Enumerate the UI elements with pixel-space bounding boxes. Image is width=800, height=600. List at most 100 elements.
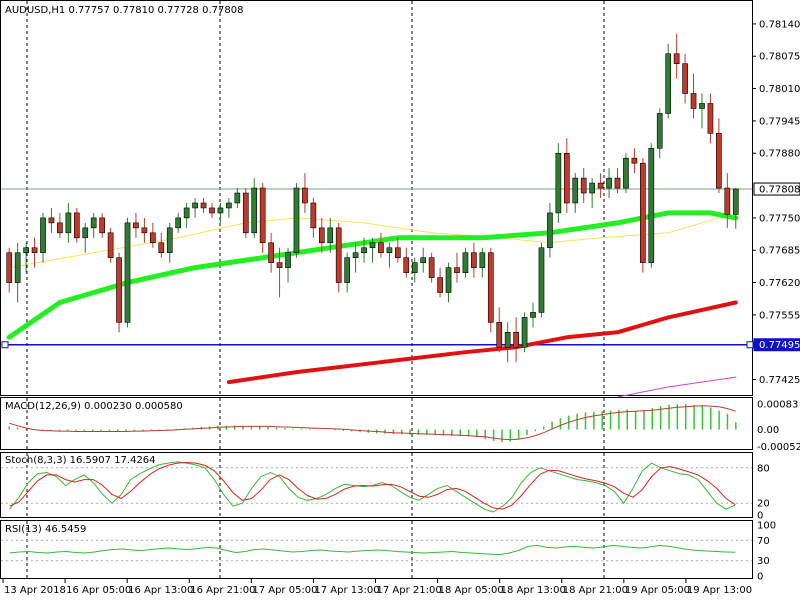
candle-body <box>73 212 80 239</box>
candle <box>310 198 317 238</box>
candle <box>580 168 587 203</box>
candle-body <box>606 177 612 189</box>
candle <box>285 247 291 283</box>
macd-layer <box>8 404 737 443</box>
candle <box>437 267 443 298</box>
candle-body <box>116 257 122 323</box>
candle-body <box>242 192 249 234</box>
rsi-title: RSI(13) 46.5459 <box>5 524 86 535</box>
candle <box>699 93 705 129</box>
candle-body <box>597 182 604 189</box>
candle-body <box>40 217 46 254</box>
candle-body <box>327 227 334 244</box>
candle <box>90 212 97 238</box>
candle <box>48 207 55 233</box>
rsi-layer <box>1 539 752 562</box>
candle-body <box>226 202 232 209</box>
candle <box>65 202 72 243</box>
candle <box>530 302 536 328</box>
price-pane <box>0 0 753 396</box>
candle-body <box>310 202 317 229</box>
candle-body <box>293 187 300 254</box>
candle-body <box>82 227 89 239</box>
price-tick-label: 0.77945 <box>759 116 800 127</box>
moving-average-fast <box>8 217 737 269</box>
candle-body <box>462 252 469 273</box>
candle-body <box>530 312 536 318</box>
candle <box>682 53 688 104</box>
candle <box>335 222 342 293</box>
macd-tick-label: 0.00083 <box>757 400 798 411</box>
support-line-handle-left[interactable] <box>1 341 9 349</box>
candle <box>293 183 300 258</box>
candle-body <box>656 113 663 149</box>
candle-body <box>589 182 595 194</box>
candle <box>589 178 595 208</box>
candle-body <box>445 267 452 293</box>
candle <box>327 217 334 253</box>
candle-body <box>361 247 367 254</box>
candle <box>673 33 680 79</box>
candle-body <box>158 242 165 254</box>
candle <box>724 173 731 228</box>
support-label-box <box>753 338 800 352</box>
time-tick-label: 16 Apr 05:00 <box>66 585 131 596</box>
candle-body <box>623 157 629 189</box>
candle-body <box>479 252 486 268</box>
candle-body <box>48 217 55 224</box>
price-tick-label: 0.78010 <box>759 84 800 95</box>
candle-body <box>217 207 224 214</box>
price-tick-label: 0.77425 <box>759 375 800 386</box>
candle <box>521 312 528 353</box>
time-tick-label: 19 Apr 05:00 <box>625 585 690 596</box>
candle-body <box>251 187 258 234</box>
candle-body <box>344 257 350 283</box>
candle-body <box>395 247 401 258</box>
candle <box>707 93 714 144</box>
stoch-signal-line <box>9 461 736 510</box>
candle <box>623 153 629 194</box>
price-pane-title: AUDUSD,H1 0.77757 0.77810 0.77728 0.7780… <box>5 5 243 16</box>
time-tick-label: 18 Apr 21:00 <box>563 585 628 596</box>
candle <box>209 202 215 218</box>
candle <box>513 317 519 363</box>
candle-body <box>563 152 570 204</box>
candle-body <box>521 317 528 348</box>
candle-body <box>6 252 13 283</box>
candle-body <box>259 187 266 244</box>
candle <box>538 242 545 318</box>
candle-body <box>234 192 241 204</box>
candle <box>99 212 105 238</box>
price-tick-label: 0.77750 <box>759 213 800 224</box>
candle <box>192 198 198 218</box>
candle <box>226 198 232 218</box>
macd-signal-line <box>9 405 736 441</box>
candle <box>454 252 460 283</box>
stoch-tick-label: 80 <box>757 463 770 474</box>
candle <box>361 237 367 263</box>
candle <box>640 158 646 273</box>
stoch-layer <box>1 461 752 513</box>
candle <box>563 138 570 213</box>
candle <box>716 118 722 194</box>
candle <box>479 247 486 278</box>
candle-body <box>318 227 325 244</box>
candle <box>378 232 384 258</box>
candle <box>141 217 148 243</box>
support-line-handle-right[interactable] <box>746 341 754 349</box>
candle <box>158 232 165 258</box>
moving-average-long <box>617 376 737 398</box>
candle <box>166 222 173 263</box>
candle-body <box>707 103 714 134</box>
time-tick-label: 17 Apr 05:00 <box>252 585 317 596</box>
candle <box>555 143 562 223</box>
candle <box>31 237 38 268</box>
candle-body <box>65 212 72 234</box>
candle <box>183 202 190 228</box>
candle-body <box>716 133 722 189</box>
candle <box>403 247 410 278</box>
candle <box>597 173 604 198</box>
axis-layer: 0.78140 0.78075 0.78010 0.77945 0.77880 0.777… <box>2 19 800 596</box>
ohlc-values: 0.77757 0.77810 0.77728 0.77808 <box>68 5 243 16</box>
